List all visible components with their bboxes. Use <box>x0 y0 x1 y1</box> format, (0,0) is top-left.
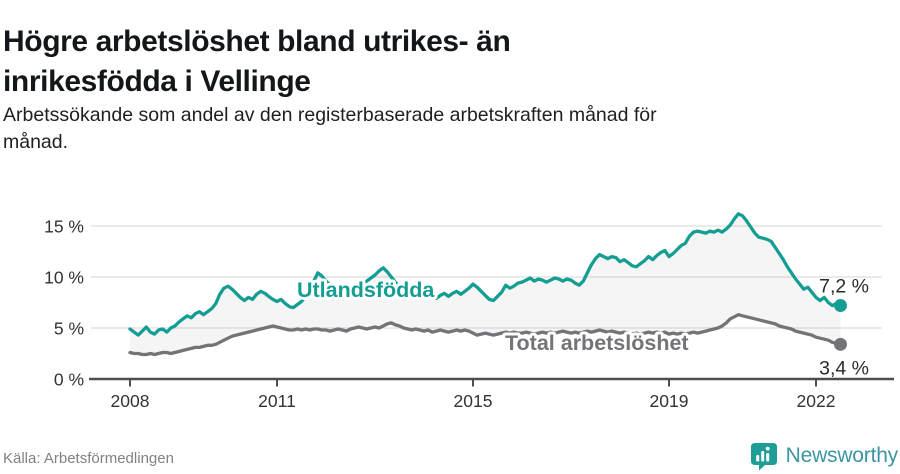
brand-wordmark: Newsworthy <box>785 444 899 467</box>
x-axis-tick-label: 2015 <box>454 391 493 411</box>
unemployment-line-chart: 0 % 5 % 10 % 15 % 2008 2011 2015 2019 2022 Utland… <box>44 212 894 411</box>
chart-subtitle: Arbetssökande som andel av den registerb… <box>3 102 657 156</box>
title-line-1: Högre arbetslöshet bland utrikes- än <box>3 25 511 59</box>
y-axis-tick-label: 0 % <box>54 370 84 390</box>
series-line <box>128 313 843 357</box>
series-label-total: Total arbetslöshet <box>505 331 689 355</box>
subtitle-line-1: Arbetssökande som andel av den registerb… <box>3 104 657 126</box>
series-end-dot <box>834 299 847 313</box>
series-label-utlandsfodda: Utlandsfödda <box>297 278 435 302</box>
x-axis-tick-label: 2008 <box>111 391 150 411</box>
end-value-label-utlandsfodda: 7,2 % <box>819 276 869 298</box>
x-axis-tick-label: 2022 <box>797 391 836 411</box>
x-axis-tick-label: 2011 <box>258 391 296 411</box>
y-axis-tick-label: 15 % <box>44 217 84 237</box>
series-end-dot <box>834 337 847 351</box>
end-value-label-total: 3,4 % <box>819 357 869 379</box>
series-line <box>128 212 843 337</box>
x-axis-tick-label: 2019 <box>650 391 689 411</box>
source-credit: Källa: Arbetsförmedlingen <box>3 450 174 467</box>
title-line-2: inrikesfödda i Vellinge <box>3 65 311 99</box>
y-axis-tick-label: 5 % <box>54 319 84 339</box>
series-gap-band <box>130 213 841 355</box>
subtitle-line-2: månad. <box>3 131 69 153</box>
y-axis-tick-label: 10 % <box>44 268 84 288</box>
bar-chart-badge-icon <box>750 443 777 471</box>
newsworthy-logo[interactable]: Newsworthy <box>749 441 898 471</box>
page-title: Högre arbetslöshet bland utrikes- än inr… <box>3 22 511 102</box>
